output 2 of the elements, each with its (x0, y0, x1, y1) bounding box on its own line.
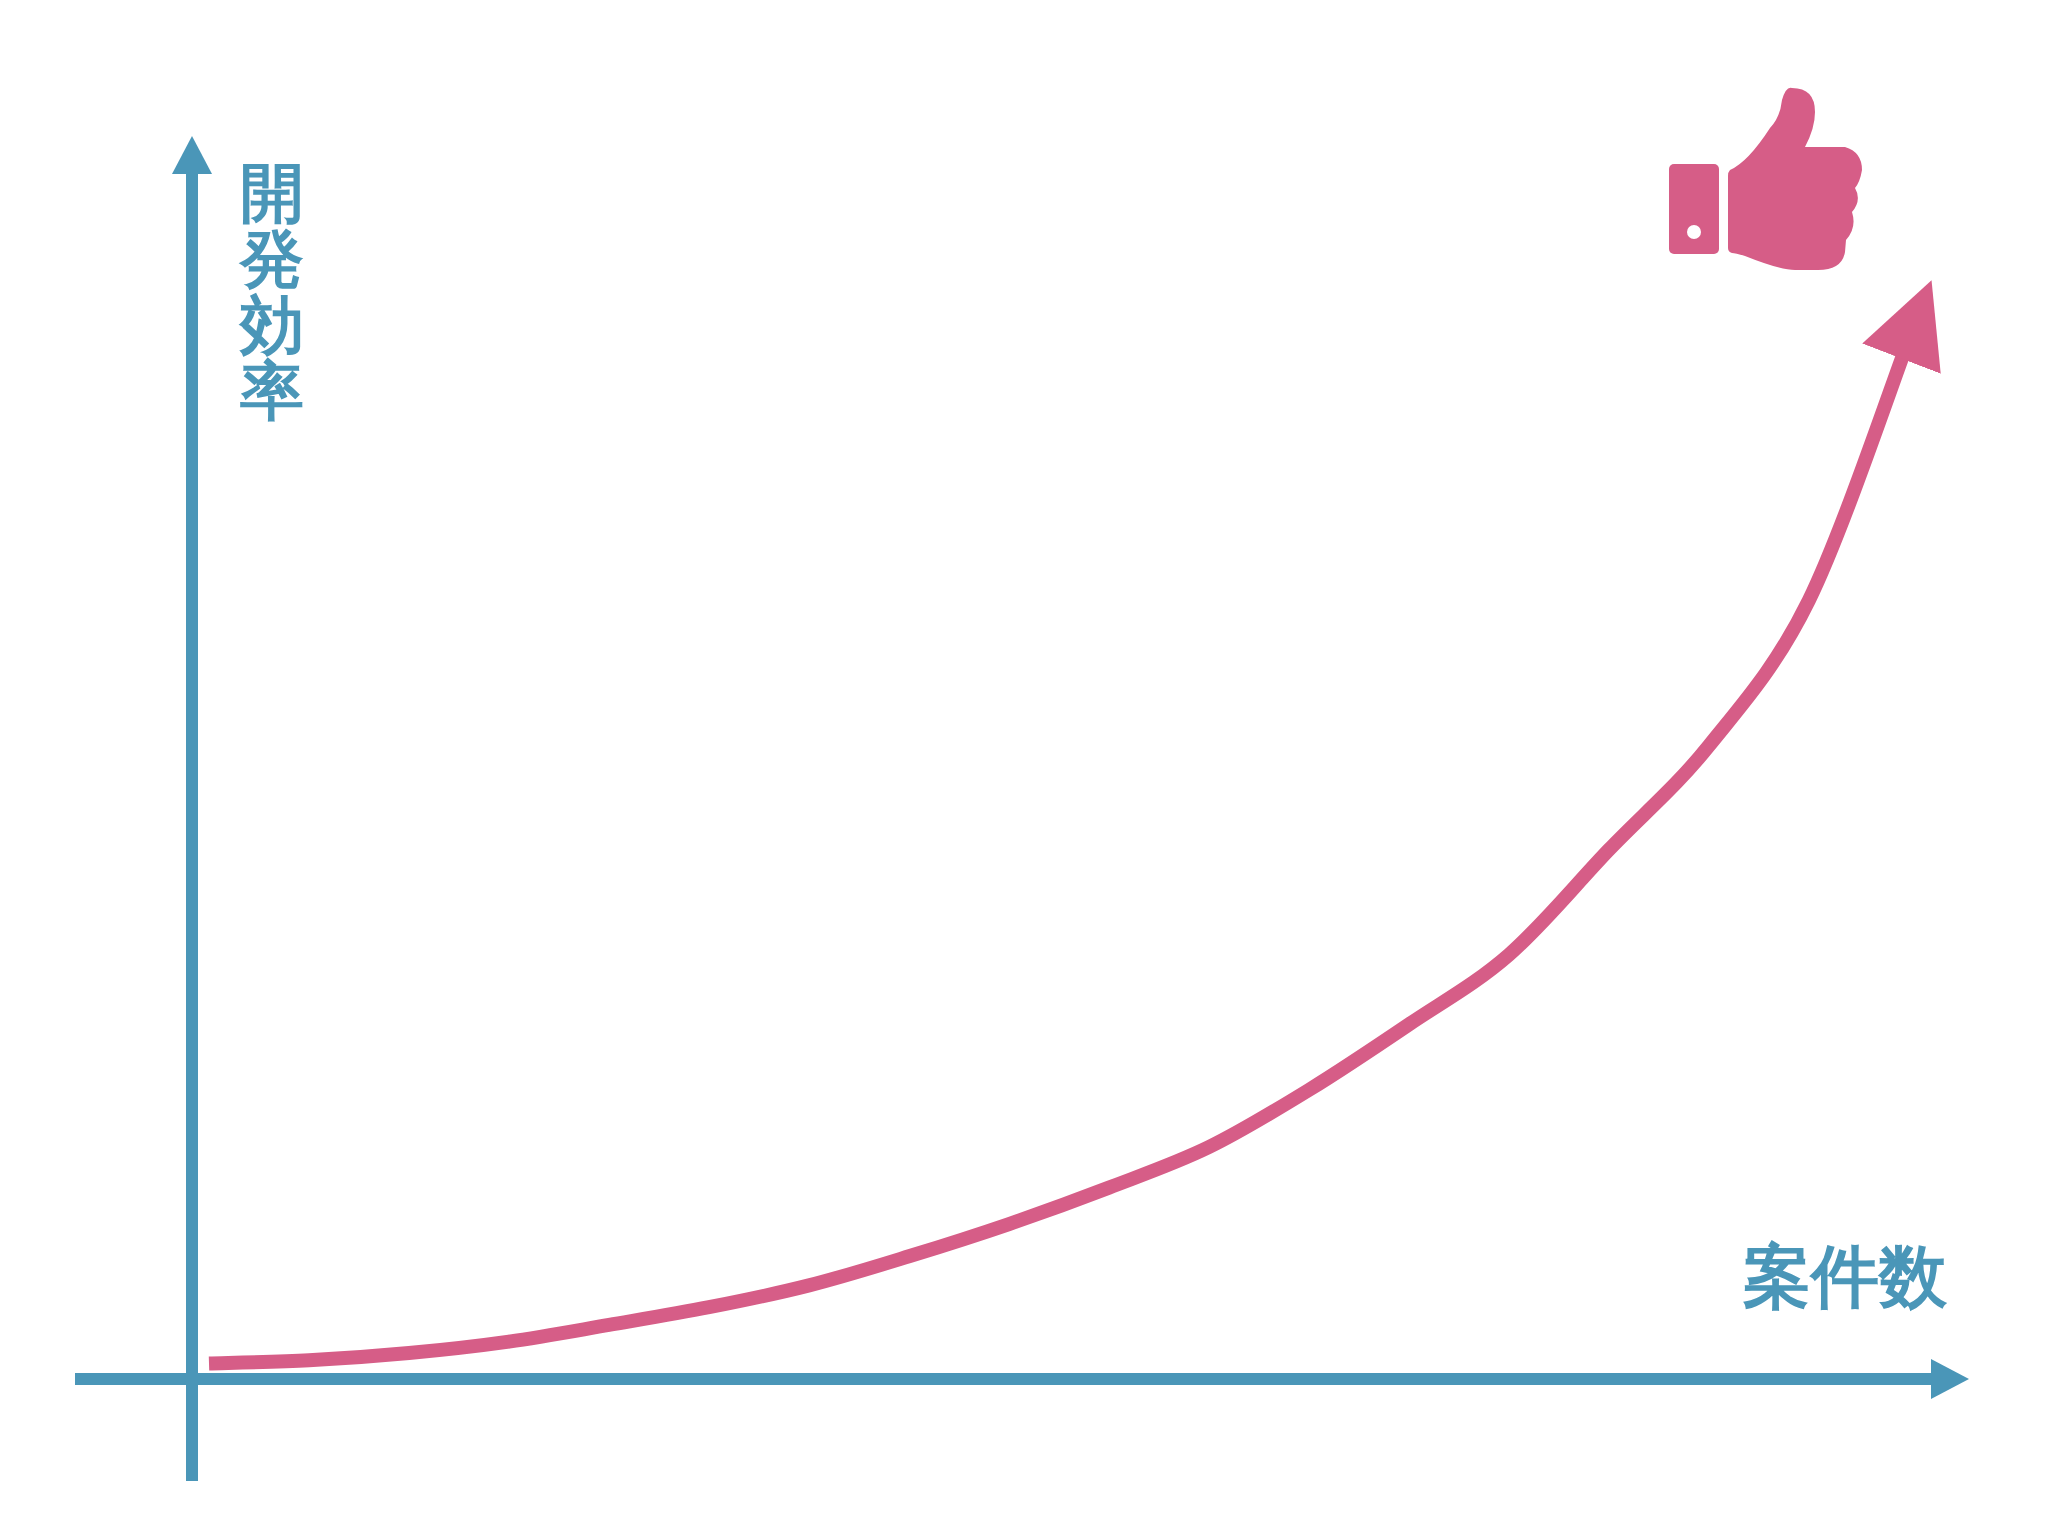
x-axis-title: 案件数 (1743, 1237, 1948, 1316)
y-axis-title: 開発効率 (238, 156, 304, 428)
